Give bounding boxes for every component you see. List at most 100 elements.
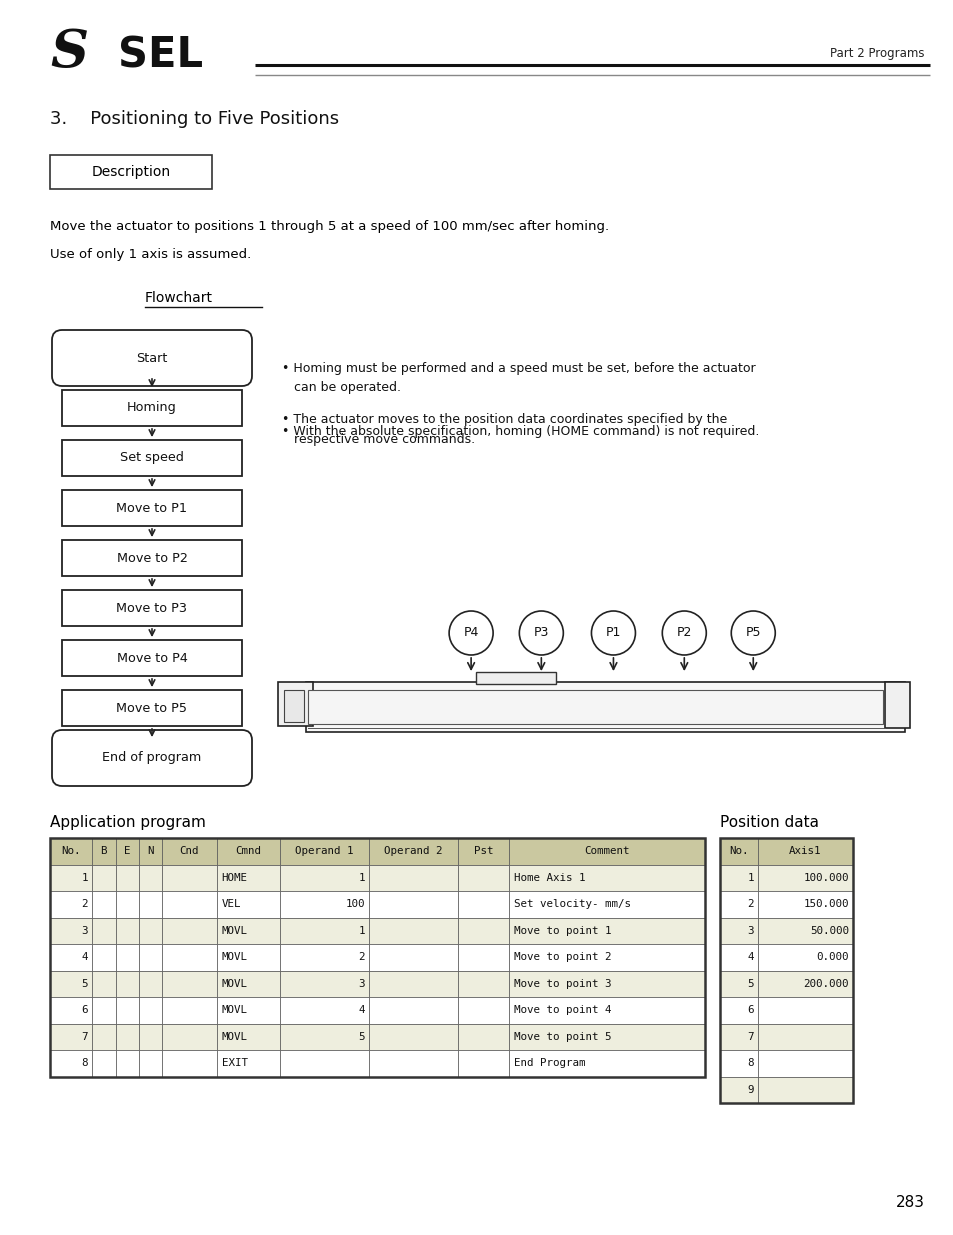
Bar [115,944,139,971]
Bar [369,1050,457,1077]
Bar [115,839,139,864]
Text: 100: 100 [345,899,365,909]
Bar [509,918,704,944]
Text: N: N [147,846,153,856]
Text: 5: 5 [82,979,88,989]
Text: 3: 3 [747,926,753,936]
Bar [62,640,242,676]
Bar [306,682,904,732]
Text: 1: 1 [358,926,365,936]
Bar [758,944,852,971]
Bar [139,997,162,1024]
Bar [92,918,115,944]
Bar [720,839,852,1103]
Text: 50.000: 50.000 [809,926,848,936]
Bar [50,156,212,189]
Bar [280,944,369,971]
Bar [115,1050,139,1077]
Bar [139,971,162,997]
Bar [115,890,139,918]
Text: 7: 7 [747,1031,753,1042]
Bar [50,1050,92,1077]
Text: 1: 1 [82,873,88,883]
Bar [758,1024,852,1050]
Bar [720,997,758,1024]
Bar [50,890,92,918]
Text: Move to point 4: Move to point 4 [514,1005,611,1015]
Bar [62,490,242,526]
Bar [216,997,280,1024]
FancyBboxPatch shape [52,730,252,785]
Text: B: B [100,846,107,856]
Text: 2: 2 [82,899,88,909]
Bar [216,1050,280,1077]
Text: 4: 4 [82,952,88,962]
Bar [280,864,369,890]
Bar [369,1024,457,1050]
Text: End of program: End of program [102,752,201,764]
Bar [162,864,216,890]
Text: Set speed: Set speed [120,452,184,464]
Bar [50,918,92,944]
Bar [509,997,704,1024]
Bar [115,971,139,997]
Bar [280,971,369,997]
Text: 6: 6 [82,1005,88,1015]
Bar [280,1024,369,1050]
Bar [162,918,216,944]
Bar [115,1024,139,1050]
Bar [115,997,139,1024]
Bar [50,864,92,890]
Text: Cnd: Cnd [179,846,199,856]
Bar [92,864,115,890]
Text: Homing: Homing [127,401,176,415]
Bar [62,540,242,576]
Text: MOVL: MOVL [221,979,247,989]
Bar [509,1050,704,1077]
Text: Part 2 Programs: Part 2 Programs [830,47,924,61]
Bar [216,864,280,890]
Bar [509,1024,704,1050]
Text: Move to P3: Move to P3 [116,601,188,615]
Bar [509,944,704,971]
Text: 2: 2 [358,952,365,962]
Bar [509,839,704,864]
Bar [139,864,162,890]
Bar [457,839,509,864]
Bar [369,890,457,918]
Text: 1: 1 [747,873,753,883]
Text: No.: No. [728,846,748,856]
Text: Comment: Comment [584,846,629,856]
Text: 7: 7 [82,1031,88,1042]
Text: 3: 3 [82,926,88,936]
Text: Move to P5: Move to P5 [116,701,188,715]
Text: Operand 1: Operand 1 [295,846,354,856]
Text: No.: No. [61,846,81,856]
Bar [758,890,852,918]
Bar [720,1024,758,1050]
Text: 4: 4 [358,1005,365,1015]
Bar [280,918,369,944]
Bar [758,1077,852,1103]
Bar [720,1050,758,1077]
Bar [115,918,139,944]
Text: Move to point 2: Move to point 2 [514,952,611,962]
Bar [92,890,115,918]
Bar [50,1024,92,1050]
Text: 100.000: 100.000 [802,873,848,883]
Bar [457,997,509,1024]
Text: P5: P5 [744,626,760,640]
Bar [162,839,216,864]
Bar [720,944,758,971]
Bar [280,997,369,1024]
Bar [720,918,758,944]
Bar [758,864,852,890]
Text: 8: 8 [82,1058,88,1068]
Bar [369,944,457,971]
Bar [50,997,92,1024]
Text: 1: 1 [358,873,365,883]
Bar [92,1050,115,1077]
Bar [162,890,216,918]
Bar [457,864,509,890]
Bar [50,971,92,997]
